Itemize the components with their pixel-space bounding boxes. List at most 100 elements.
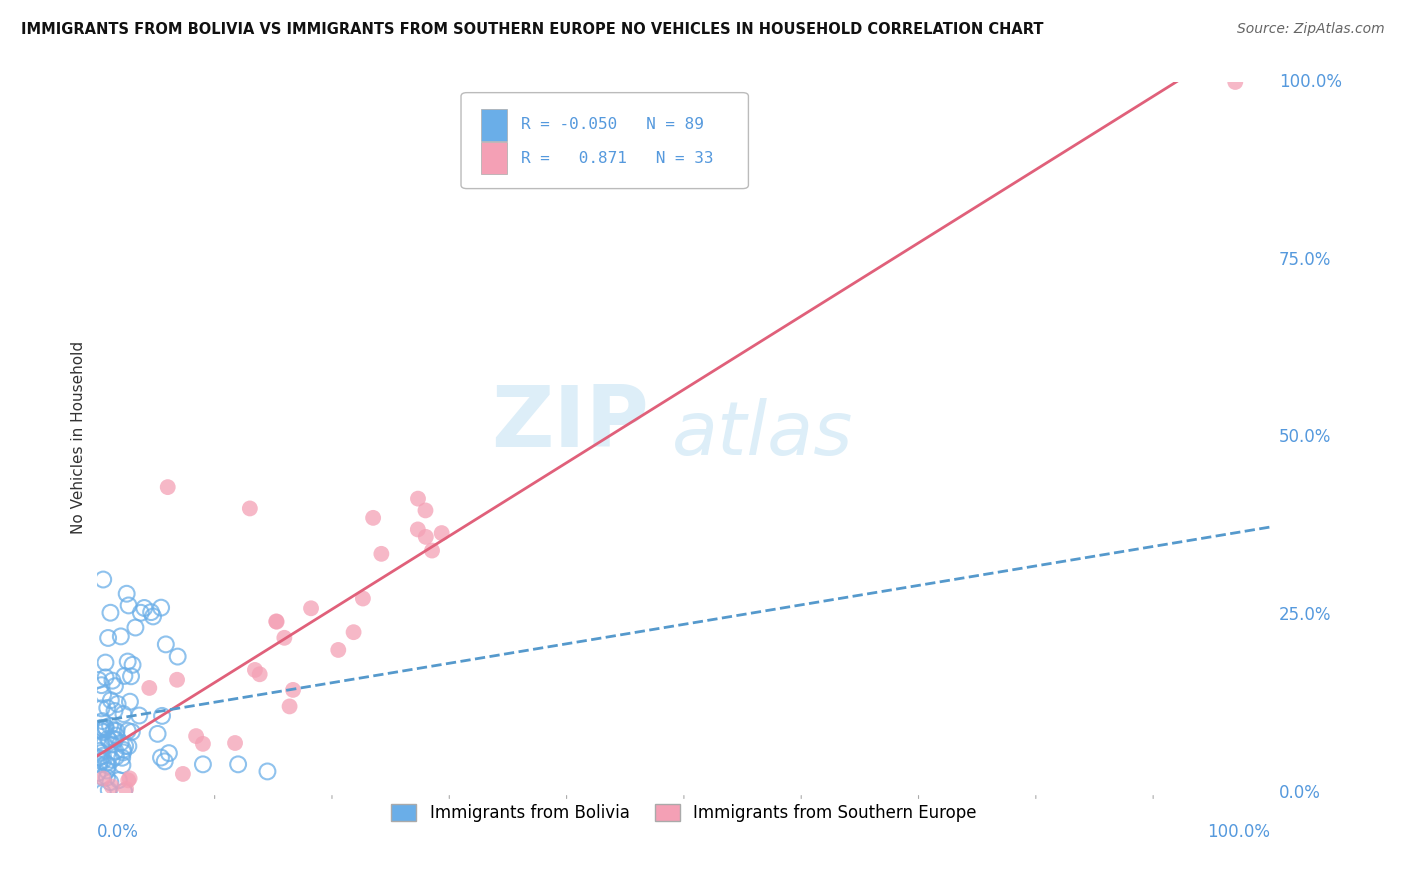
Text: 100.0%: 100.0% bbox=[1279, 73, 1341, 91]
Point bbox=[94, 721, 117, 735]
Point bbox=[184, 729, 207, 743]
Point bbox=[103, 723, 125, 738]
Point bbox=[117, 739, 139, 754]
Point bbox=[150, 750, 173, 764]
Point bbox=[142, 609, 165, 624]
Point bbox=[115, 587, 138, 601]
Y-axis label: No Vehicles in Household: No Vehicles in Household bbox=[72, 341, 86, 534]
Point bbox=[117, 599, 139, 613]
Point bbox=[91, 714, 114, 728]
Point bbox=[94, 670, 117, 684]
Point bbox=[111, 751, 134, 765]
Text: ZIP: ZIP bbox=[491, 382, 648, 465]
Point bbox=[96, 771, 118, 785]
Point bbox=[101, 738, 124, 752]
Point bbox=[172, 767, 194, 781]
Point bbox=[121, 724, 143, 739]
Point bbox=[243, 663, 266, 677]
Text: atlas: atlas bbox=[672, 398, 853, 470]
Point bbox=[191, 757, 214, 772]
Point bbox=[110, 736, 132, 750]
Point bbox=[96, 701, 118, 715]
Point bbox=[100, 693, 122, 707]
Point bbox=[157, 746, 180, 760]
Point bbox=[89, 754, 111, 768]
Point bbox=[155, 637, 177, 651]
Point bbox=[278, 699, 301, 714]
Point bbox=[352, 591, 374, 606]
Point bbox=[103, 704, 125, 718]
Point bbox=[281, 682, 304, 697]
Text: Source: ZipAtlas.com: Source: ZipAtlas.com bbox=[1237, 22, 1385, 37]
Point bbox=[98, 719, 121, 733]
Point bbox=[150, 709, 173, 723]
Point bbox=[104, 732, 127, 747]
Point bbox=[91, 772, 114, 786]
Point bbox=[342, 625, 364, 640]
Point bbox=[112, 784, 135, 798]
Point bbox=[146, 727, 169, 741]
Point bbox=[96, 764, 118, 778]
Point bbox=[90, 723, 112, 738]
Point bbox=[153, 755, 176, 769]
Point bbox=[98, 775, 121, 789]
Point bbox=[90, 721, 112, 735]
Text: IMMIGRANTS FROM BOLIVIA VS IMMIGRANTS FROM SOUTHERN EUROPE NO VEHICLES IN HOUSEH: IMMIGRANTS FROM BOLIVIA VS IMMIGRANTS FR… bbox=[21, 22, 1043, 37]
Point bbox=[101, 780, 124, 794]
Point bbox=[104, 750, 127, 764]
Point bbox=[256, 764, 278, 779]
FancyBboxPatch shape bbox=[481, 109, 506, 141]
Text: 100.0%: 100.0% bbox=[1208, 823, 1271, 841]
FancyBboxPatch shape bbox=[461, 93, 748, 188]
Point bbox=[94, 756, 117, 771]
Point bbox=[114, 739, 136, 753]
Point bbox=[97, 758, 120, 772]
Point bbox=[117, 773, 139, 788]
Point bbox=[104, 729, 127, 743]
Point bbox=[128, 708, 150, 723]
Point bbox=[226, 757, 249, 772]
Point bbox=[430, 526, 453, 541]
Point bbox=[112, 745, 135, 759]
Text: 25.0%: 25.0% bbox=[1279, 606, 1331, 624]
Point bbox=[87, 673, 110, 687]
Point bbox=[420, 543, 443, 558]
Point bbox=[97, 631, 120, 645]
Legend: Immigrants from Bolivia, Immigrants from Southern Europe: Immigrants from Bolivia, Immigrants from… bbox=[382, 796, 984, 830]
Point bbox=[97, 731, 120, 746]
Point bbox=[299, 601, 322, 615]
FancyBboxPatch shape bbox=[481, 143, 506, 174]
Point bbox=[100, 606, 122, 620]
Point bbox=[266, 615, 288, 629]
Point bbox=[105, 723, 128, 738]
Point bbox=[406, 523, 429, 537]
Point bbox=[107, 697, 129, 711]
Point bbox=[91, 754, 114, 768]
Point bbox=[166, 649, 188, 664]
Point bbox=[90, 738, 112, 752]
Point bbox=[89, 750, 111, 764]
Text: 75.0%: 75.0% bbox=[1279, 251, 1331, 268]
Point bbox=[139, 605, 162, 619]
Point bbox=[104, 679, 127, 693]
Point bbox=[90, 746, 112, 760]
Point bbox=[129, 606, 152, 620]
Point bbox=[101, 753, 124, 767]
Point bbox=[166, 673, 188, 687]
Point bbox=[103, 732, 125, 747]
Point bbox=[97, 783, 120, 797]
Point bbox=[104, 744, 127, 758]
Point bbox=[406, 491, 429, 506]
Point bbox=[93, 722, 115, 736]
Point bbox=[112, 669, 135, 683]
Point bbox=[134, 601, 156, 615]
Point bbox=[90, 678, 112, 692]
Point bbox=[91, 748, 114, 763]
Point bbox=[89, 744, 111, 758]
Point bbox=[94, 721, 117, 735]
Point bbox=[264, 615, 287, 629]
Point bbox=[91, 687, 114, 701]
Point bbox=[191, 737, 214, 751]
Point bbox=[150, 600, 173, 615]
Point bbox=[93, 737, 115, 751]
